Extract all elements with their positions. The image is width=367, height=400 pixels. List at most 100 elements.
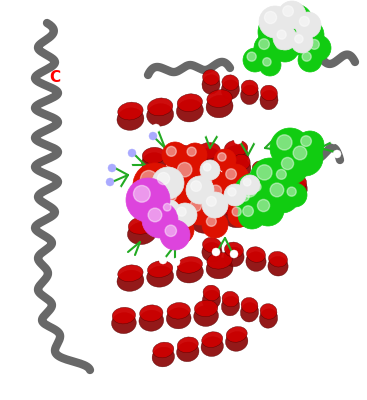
Circle shape — [295, 12, 321, 38]
Ellipse shape — [170, 145, 193, 162]
Circle shape — [236, 188, 260, 212]
Circle shape — [265, 12, 277, 24]
Circle shape — [240, 192, 249, 201]
Ellipse shape — [148, 98, 173, 116]
Circle shape — [163, 203, 171, 211]
Circle shape — [263, 58, 271, 66]
Circle shape — [128, 149, 136, 157]
Circle shape — [202, 212, 228, 238]
Ellipse shape — [177, 342, 199, 362]
Circle shape — [230, 250, 238, 258]
Circle shape — [106, 178, 114, 186]
Ellipse shape — [139, 310, 164, 331]
Circle shape — [291, 31, 313, 53]
Ellipse shape — [247, 247, 265, 262]
Ellipse shape — [270, 173, 288, 192]
Circle shape — [126, 178, 170, 222]
Circle shape — [240, 180, 257, 197]
Circle shape — [270, 128, 310, 168]
Circle shape — [265, 19, 280, 34]
Circle shape — [162, 142, 188, 168]
Ellipse shape — [224, 205, 252, 228]
Ellipse shape — [202, 75, 220, 94]
Circle shape — [190, 200, 201, 212]
Circle shape — [272, 165, 298, 191]
Ellipse shape — [261, 85, 277, 101]
Circle shape — [333, 150, 341, 158]
Ellipse shape — [222, 291, 239, 307]
Circle shape — [253, 183, 261, 191]
Ellipse shape — [224, 145, 248, 166]
Circle shape — [330, 136, 338, 144]
Circle shape — [199, 129, 207, 137]
Circle shape — [224, 184, 246, 206]
Circle shape — [257, 165, 272, 180]
Circle shape — [186, 176, 214, 204]
Ellipse shape — [195, 300, 218, 317]
Circle shape — [283, 10, 297, 24]
Circle shape — [249, 179, 271, 201]
Circle shape — [206, 196, 216, 206]
Ellipse shape — [260, 90, 278, 110]
Circle shape — [270, 183, 284, 197]
Circle shape — [166, 216, 194, 244]
Circle shape — [171, 221, 181, 231]
Ellipse shape — [289, 180, 307, 199]
Circle shape — [152, 124, 160, 132]
Circle shape — [177, 207, 186, 216]
Circle shape — [238, 201, 266, 229]
Circle shape — [290, 34, 299, 43]
Ellipse shape — [241, 80, 258, 96]
Ellipse shape — [147, 266, 174, 287]
Circle shape — [276, 152, 308, 184]
Ellipse shape — [177, 256, 203, 273]
Ellipse shape — [194, 305, 218, 326]
Circle shape — [166, 146, 176, 156]
Circle shape — [183, 143, 207, 167]
Ellipse shape — [142, 152, 166, 174]
Circle shape — [281, 158, 294, 170]
Ellipse shape — [202, 332, 223, 348]
Circle shape — [273, 26, 297, 50]
Circle shape — [157, 182, 193, 218]
Circle shape — [276, 170, 286, 179]
Circle shape — [152, 167, 184, 199]
Circle shape — [149, 199, 181, 231]
Circle shape — [243, 48, 267, 72]
Circle shape — [187, 147, 196, 156]
Ellipse shape — [206, 258, 233, 279]
Circle shape — [278, 1, 306, 29]
Circle shape — [141, 170, 157, 187]
Ellipse shape — [148, 261, 173, 278]
Circle shape — [250, 158, 290, 198]
Circle shape — [285, 29, 311, 55]
Ellipse shape — [160, 211, 188, 229]
Circle shape — [203, 163, 211, 171]
Circle shape — [253, 136, 261, 144]
Ellipse shape — [259, 309, 277, 328]
Circle shape — [292, 19, 324, 51]
Ellipse shape — [197, 142, 220, 159]
Ellipse shape — [147, 104, 174, 126]
Ellipse shape — [139, 305, 163, 322]
Circle shape — [191, 181, 201, 192]
Ellipse shape — [202, 290, 221, 310]
Ellipse shape — [207, 252, 232, 269]
Circle shape — [254, 34, 282, 62]
Ellipse shape — [221, 80, 239, 99]
Ellipse shape — [252, 161, 269, 176]
Circle shape — [163, 188, 177, 202]
Circle shape — [293, 146, 307, 160]
Circle shape — [218, 153, 226, 161]
Circle shape — [160, 220, 190, 250]
Circle shape — [159, 256, 167, 264]
Ellipse shape — [203, 237, 221, 253]
Circle shape — [259, 54, 281, 76]
Circle shape — [210, 185, 222, 196]
Circle shape — [193, 168, 227, 202]
Ellipse shape — [207, 90, 232, 108]
Ellipse shape — [290, 175, 306, 190]
Ellipse shape — [192, 211, 221, 233]
Circle shape — [226, 169, 236, 179]
Circle shape — [228, 203, 252, 227]
